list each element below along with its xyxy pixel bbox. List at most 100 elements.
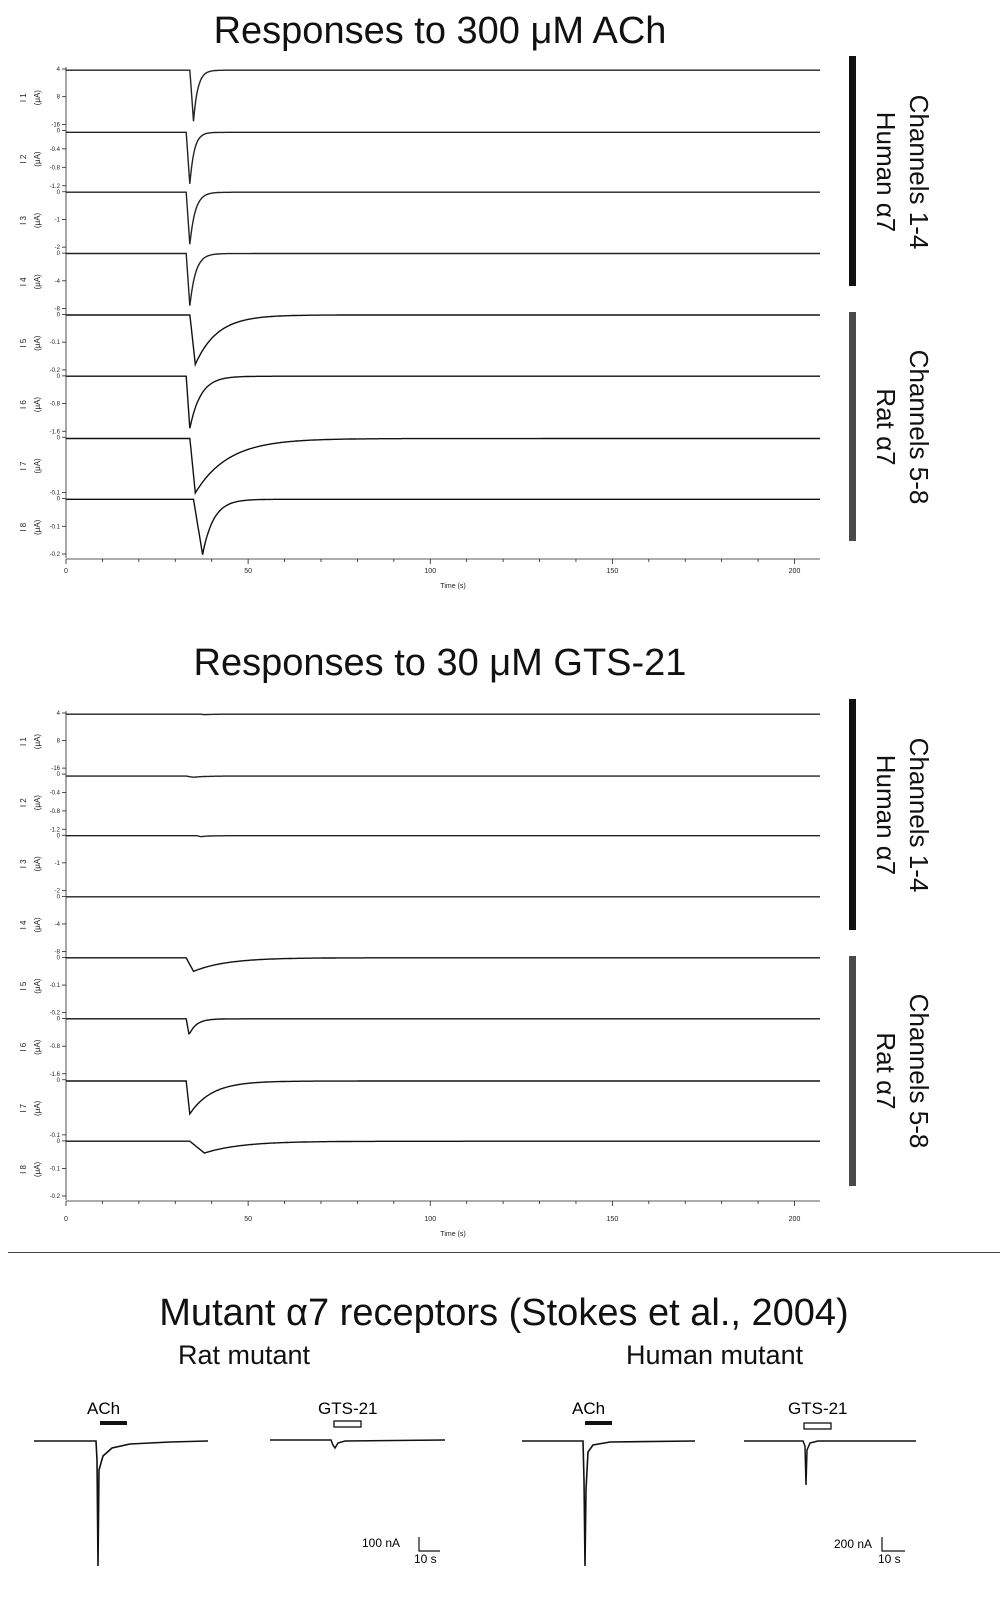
group-label-channels: Channels 1-4 (904, 95, 934, 250)
y-tick-label: -0.2 (50, 368, 61, 374)
rat-ach-application-bar (100, 1421, 127, 1425)
y-tick-label: -0.1 (50, 340, 61, 346)
y-tick-label: 4 (57, 711, 61, 717)
y-tick-label: 0 (57, 1139, 61, 1145)
x-tick-label: 150 (607, 1216, 619, 1223)
human-scale-amp: 200 nA (834, 1537, 872, 1551)
human-mutant-label: Human mutant (626, 1340, 804, 1370)
channel-unit-label: (μA) (33, 151, 42, 167)
rat-scale-amp: 100 nA (362, 1536, 400, 1550)
channel-trace (66, 498, 820, 555)
channel-name-label: I 3 (19, 215, 28, 224)
rat-ach-trace (34, 1440, 209, 1567)
x-tick-label: 100 (424, 1216, 436, 1223)
human-gts-application-bar (803, 1422, 832, 1430)
human-scale-bar (881, 1537, 905, 1552)
y-tick-label: -0.1 (50, 983, 61, 989)
channel-name-label: I 6 (19, 1042, 28, 1051)
group-bracket-bar (849, 699, 856, 930)
rat-ach-label: ACh (87, 1399, 120, 1418)
y-tick-label: -4 (55, 922, 61, 928)
human-gts-trace (744, 1440, 916, 1486)
channel-unit-label: (μA) (33, 978, 42, 994)
y-tick-label: -2 (55, 888, 61, 894)
x-axis-label: Time (s) (440, 583, 465, 590)
rat-mutant-label: Rat mutant (178, 1340, 311, 1370)
x-tick-label: 150 (607, 568, 619, 575)
group-label-species: Rat α7 (871, 388, 901, 465)
x-tick-label: 200 (789, 568, 801, 575)
y-tick-label: -1.2 (50, 184, 61, 190)
y-tick-label: -16 (51, 122, 60, 128)
y-tick-label: 0 (57, 190, 61, 196)
group-label-channels: Channels 5-8 (904, 350, 934, 505)
y-tick-label: -1 (55, 861, 61, 867)
y-tick-label: -2 (55, 245, 61, 251)
y-tick-label: 0 (57, 128, 61, 134)
channel-trace (66, 1140, 820, 1154)
y-tick-label: 0 (57, 313, 61, 319)
rat-gts-label: GTS-21 (318, 1399, 378, 1418)
y-tick-label: -0.4 (50, 791, 61, 797)
channel-trace (66, 775, 820, 778)
channel-unit-label: (μA) (33, 1161, 42, 1177)
channel-unit-label: (μA) (33, 335, 42, 351)
y-tick-label: -8 (55, 950, 61, 956)
y-tick-label: 0 (57, 435, 61, 441)
rat-gts-trace (270, 1439, 446, 1450)
mutant-traces: ACh GTS-21 100 nA 10 s ACh GTS-21 200 nA… (34, 1399, 916, 1567)
y-tick-label: 0 (57, 497, 61, 503)
channel-unit-label: (μA) (33, 397, 42, 413)
channel-name-label: I 4 (19, 277, 28, 286)
human-scale-time: 10 s (878, 1552, 901, 1566)
channel-unit-label: (μA) (33, 1100, 42, 1116)
y-tick-label: -0.4 (50, 147, 61, 153)
channel-trace (66, 131, 820, 184)
mutant-section-title: Mutant α7 receptors (Stokes et al., 2004… (159, 1292, 849, 1334)
channel-name-label: I 7 (19, 1103, 28, 1112)
y-tick-label: 0 (57, 772, 61, 778)
channel-trace (66, 1080, 820, 1116)
channel-unit-label: (μA) (33, 90, 42, 106)
group-label-channels: Channels 5-8 (904, 994, 934, 1149)
rat-gts-application-bar (333, 1420, 362, 1428)
recordings-chart: 4 8 -16 I 1 (μA) 0 -0.4 -0.8 -1.2 I 2 (μA) 0 -1 -2 I 3… (19, 56, 934, 1238)
human-ach-trace (522, 1440, 696, 1567)
channel-name-label: I 7 (19, 461, 28, 470)
channel-unit-label: (μA) (33, 734, 42, 750)
human-gts-label: GTS-21 (788, 1399, 848, 1418)
channel-unit-label: (μA) (33, 917, 42, 933)
channel-name-label: I 2 (19, 798, 28, 807)
y-tick-label: 8 (57, 95, 61, 101)
channel-trace (66, 437, 820, 496)
y-tick-label: -0.8 (50, 809, 61, 815)
channel-name-label: I 6 (19, 400, 28, 409)
y-tick-label: -0.1 (50, 1133, 61, 1139)
y-tick-label: -1.6 (50, 429, 61, 435)
channel-name-label: I 1 (19, 737, 28, 746)
y-tick-label: -4 (55, 279, 61, 285)
x-tick-label: 0 (64, 1216, 68, 1223)
y-tick-label: -8 (55, 307, 61, 313)
group-bracket-bar (849, 56, 856, 286)
channel-name-label: I 4 (19, 920, 28, 929)
x-tick-label: 0 (64, 568, 68, 575)
group-bracket-bar (849, 312, 856, 541)
channel-trace (66, 713, 820, 716)
y-tick-label: 0 (57, 956, 61, 962)
channel-unit-label: (μA) (33, 1039, 42, 1055)
channel-unit-label: (μA) (33, 212, 42, 228)
y-tick-label: 0 (57, 1078, 61, 1084)
channel-name-label: I 2 (19, 154, 28, 163)
channel-trace (66, 375, 820, 429)
channel-trace (66, 1018, 820, 1035)
channel-unit-label: (μA) (33, 274, 42, 290)
channel-name-label: I 1 (19, 93, 28, 102)
section-divider (8, 1252, 1000, 1253)
x-tick-label: 50 (244, 568, 252, 575)
y-tick-label: -16 (51, 766, 60, 772)
rat-scale-time: 10 s (414, 1552, 437, 1566)
channel-unit-label: (μA) (33, 856, 42, 872)
y-tick-label: -0.1 (50, 491, 61, 497)
y-tick-label: -0.2 (50, 1011, 61, 1017)
